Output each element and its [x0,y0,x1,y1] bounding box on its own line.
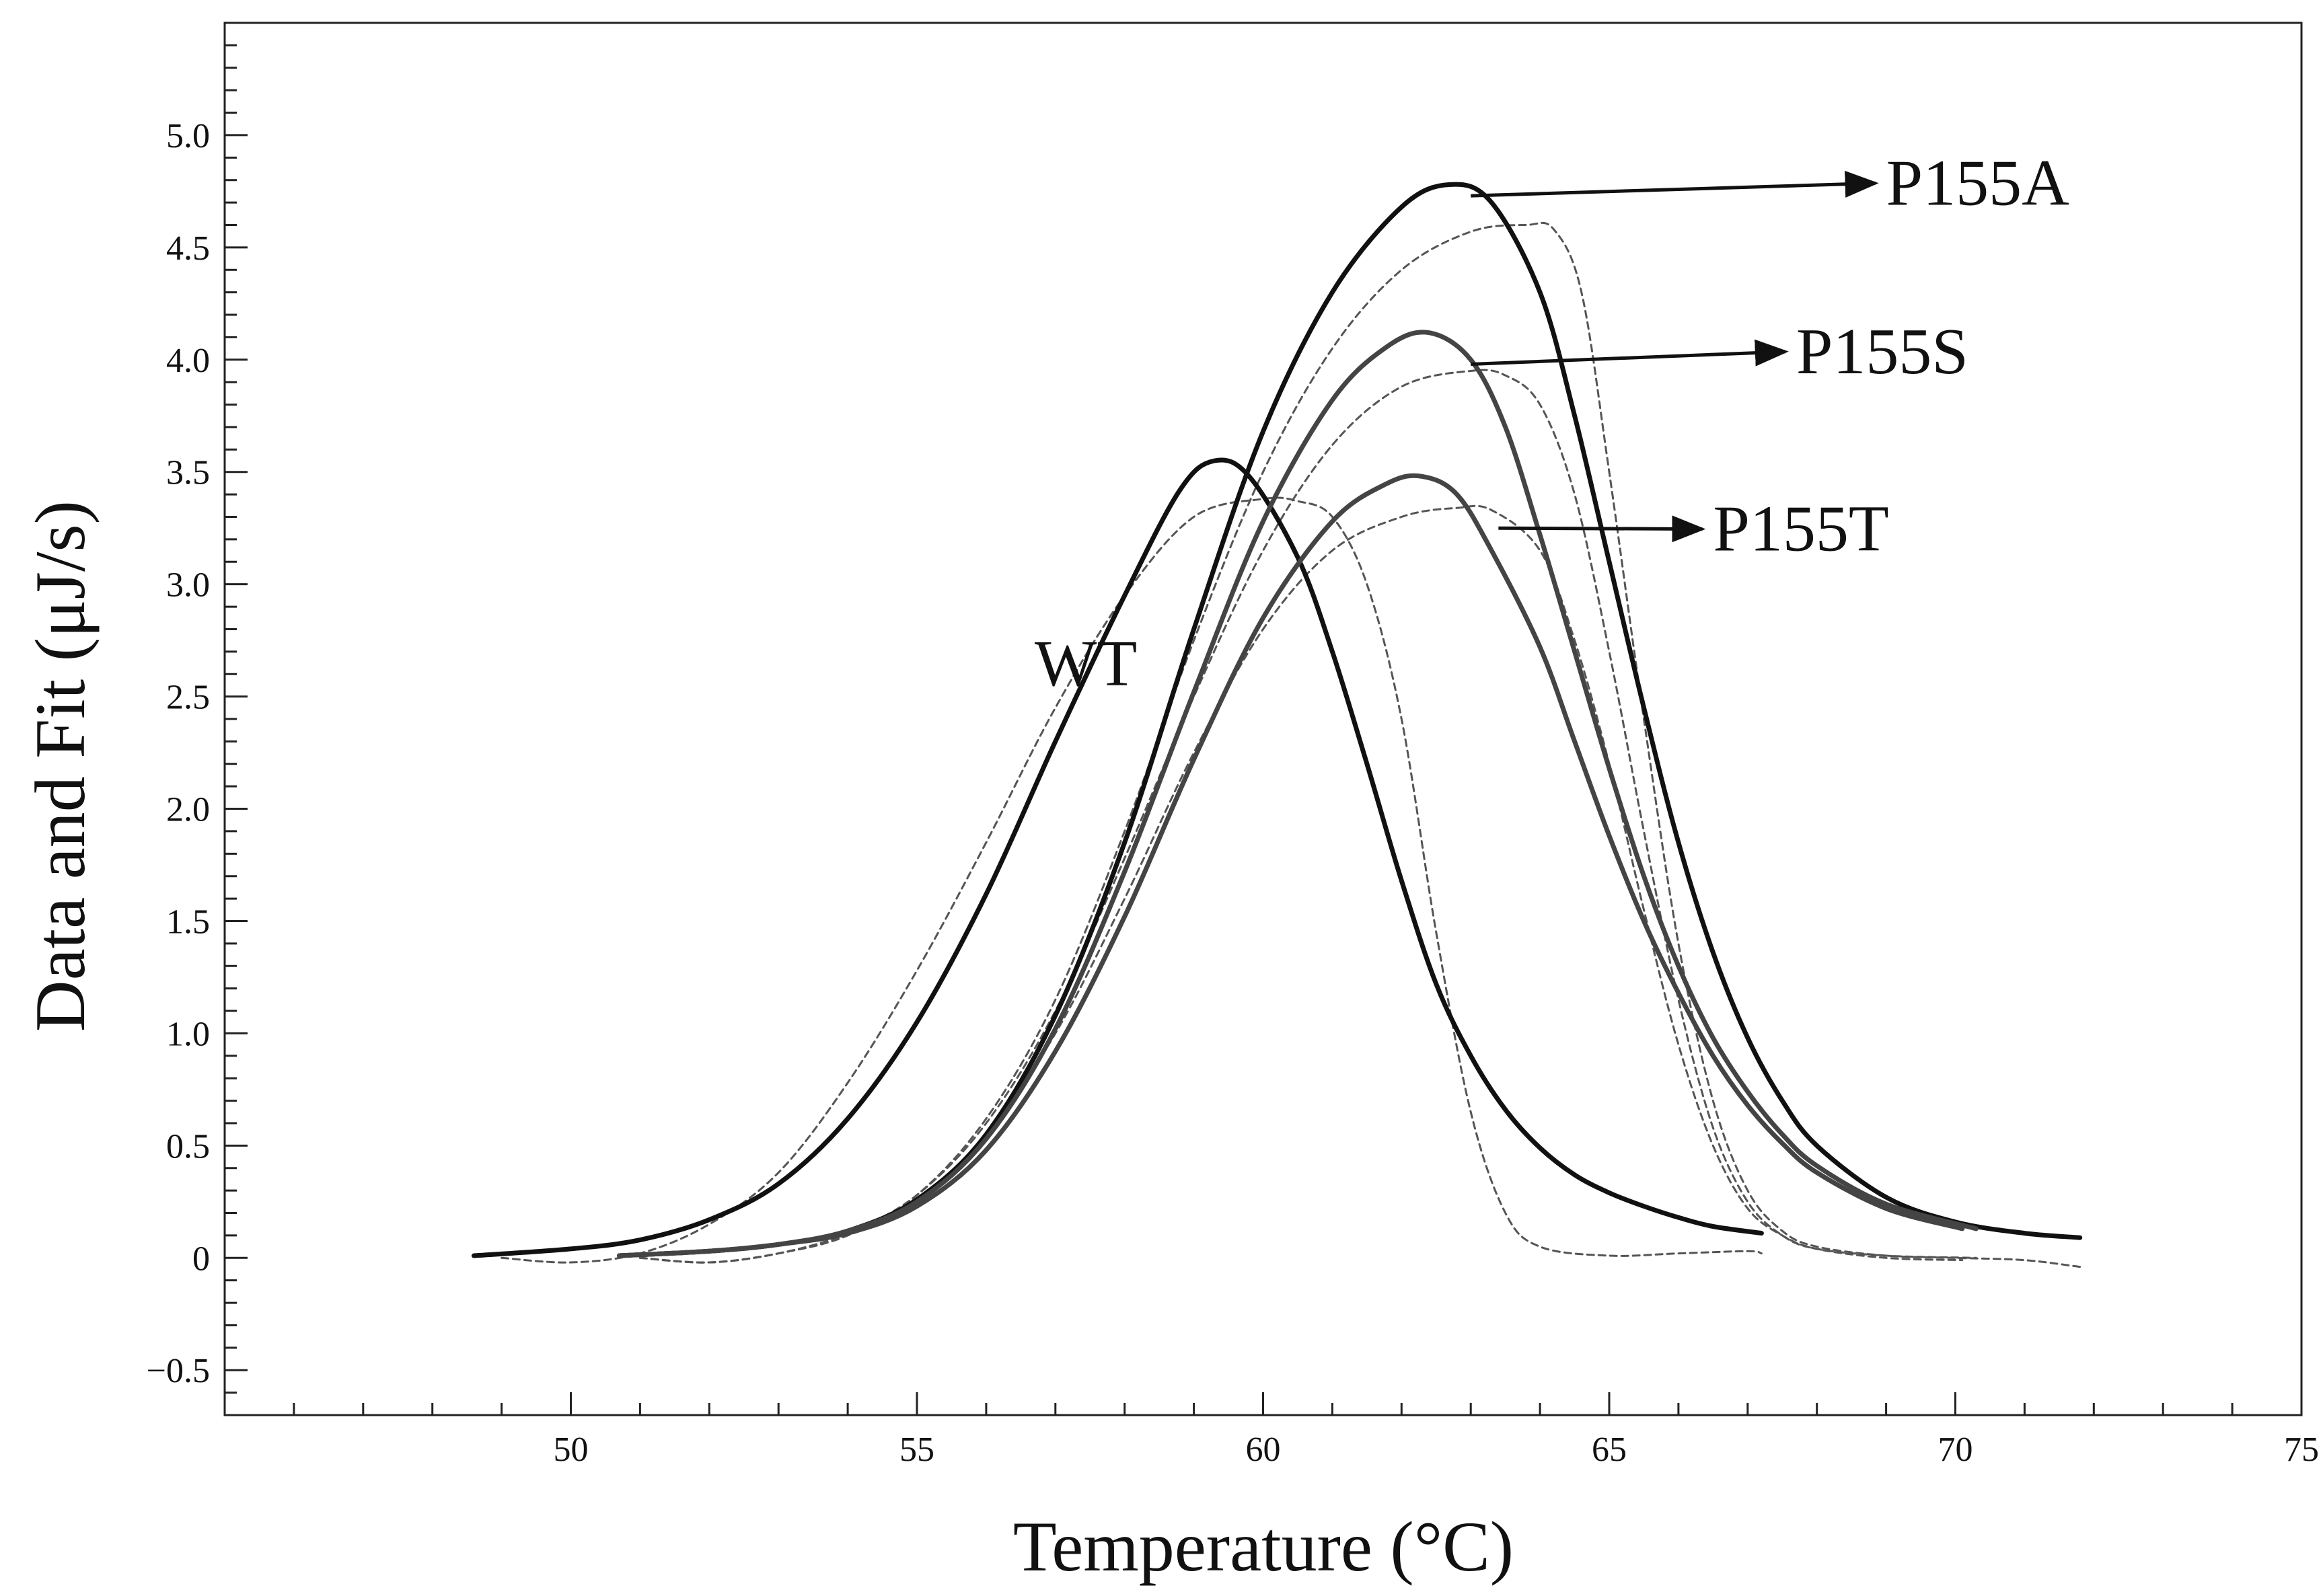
y-tick-label: 2.0 [166,791,210,829]
series-p155a-data-line [638,221,2081,1268]
y-tick-label: 4.0 [166,342,210,380]
series-p155s-fit-line [617,330,1979,1258]
y-tick-label: 5.0 [166,117,210,155]
x-tick-label: 60 [1246,1431,1281,1469]
series-wt-fit-line [471,457,1764,1258]
y-axis-title: Data and Fit (μJ/s) [21,500,100,1032]
x-tick-label: 50 [554,1431,589,1469]
y-tick-label: 2.5 [166,679,210,717]
series-p155a-fit-line [617,182,2083,1258]
y-tick-label: 1.0 [166,1015,210,1053]
series-p155s-data-line [638,369,1977,1264]
y-tick-label: 1.5 [166,903,210,941]
x-axis: 50 55 60 65 70 75 [223,1392,2319,1469]
series-p155t-data-line [638,504,1964,1264]
annotation-arrow-p155t [1498,515,1706,543]
y-axis: −0.5 0 0.5 1.0 1.5 2.0 2.5 3.0 3.5 4.0 4.5 5.0 [147,22,248,1416]
y-tick-label: 3.0 [166,566,210,605]
series-wt-data-line [501,496,1763,1264]
annotation-layer: WT P155A P155S P155T [1035,147,2069,699]
plot-frame [223,22,2303,1416]
annotation-arrow-p155a [1471,170,1879,198]
x-axis-title: Temperature (°C) [1013,1507,1514,1586]
x-tick-label: 65 [1592,1431,1627,1469]
y-tick-label: 0 [192,1240,210,1278]
y-tick-label: −0.5 [147,1352,210,1390]
series-p155t-fit-line [617,473,1965,1258]
annotation-label-p155s: P155S [1796,315,1968,388]
annotation-arrow-p155s [1471,339,1789,367]
annotation-label-p155t: P155T [1713,493,1888,566]
y-tick-label: 3.5 [166,454,210,492]
y-tick-label: 0.5 [166,1127,210,1166]
annotation-label-p155a: P155A [1886,147,2070,219]
y-tick-label: 4.5 [166,229,210,268]
x-tick-label: 55 [899,1431,934,1469]
series-layer [471,182,2083,1268]
x-tick-label: 70 [1938,1431,1973,1469]
x-tick-label: 75 [2284,1431,2319,1469]
annotation-label-wt: WT [1035,628,1137,700]
